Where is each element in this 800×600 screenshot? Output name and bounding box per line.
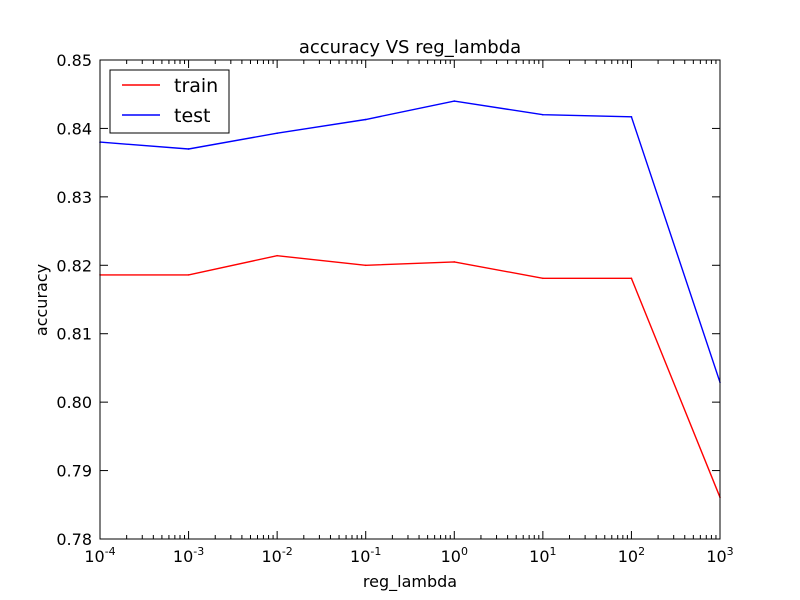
y-tick-label-1: 0.79 — [56, 462, 92, 481]
x-tick-label-5: 101 — [529, 545, 556, 566]
data-point-test-2 — [276, 132, 278, 135]
x-tick-label-4: 100 — [441, 545, 468, 566]
legend-train-label: train — [174, 75, 218, 97]
data-point-test-1 — [187, 148, 190, 150]
series-line-test — [99, 100, 721, 383]
x-tick-label-1: 10-3 — [173, 545, 204, 566]
chart-title: accuracy VS reg_lambda — [299, 37, 521, 58]
data-point-train-6 — [630, 277, 633, 280]
data-point-test-4 — [453, 100, 456, 102]
data-point-train-4 — [453, 261, 456, 263]
legend: train test — [109, 69, 230, 134]
y-axis-label: accuracy — [32, 264, 51, 336]
data-point-train-2 — [276, 254, 278, 257]
ticks-layer: 0.78 0.79 0.80 0.81 0.82 0.83 0.84 0.85 10-4 10-3… — [56, 51, 733, 566]
y-tick-label-5: 0.83 — [56, 188, 92, 207]
plot-area — [100, 60, 720, 539]
data-point-test-5 — [542, 113, 544, 116]
legend-box — [109, 69, 230, 134]
series-line-train — [100, 254, 721, 498]
plot-frame — [99, 59, 721, 540]
data-point-test-6 — [630, 115, 633, 118]
y-tick-label-0: 0.78 — [56, 530, 92, 549]
data-point-test-3 — [364, 118, 367, 121]
legend-test-label: test — [174, 105, 211, 127]
x-axis-label: reg_lambda — [363, 572, 457, 592]
x-tick-label-0: 10-4 — [84, 545, 115, 566]
x-tick-label-7: 103 — [706, 545, 733, 566]
data-point-train-3 — [364, 264, 367, 267]
y-tick-label-7: 0.85 — [56, 51, 92, 70]
data-point-train-1 — [187, 274, 190, 276]
x-tick-label-2: 10-2 — [261, 545, 292, 566]
y-tick-label-3: 0.81 — [56, 325, 92, 344]
x-tick-label-3: 10-1 — [350, 545, 381, 566]
data-point-train-5 — [542, 277, 544, 280]
series-layer — [99, 100, 721, 499]
y-tick-label-6: 0.84 — [56, 119, 92, 138]
y-tick-label-2: 0.80 — [56, 393, 92, 412]
y-tick-label-4: 0.82 — [56, 256, 92, 275]
x-tick-label-6: 102 — [618, 545, 645, 566]
